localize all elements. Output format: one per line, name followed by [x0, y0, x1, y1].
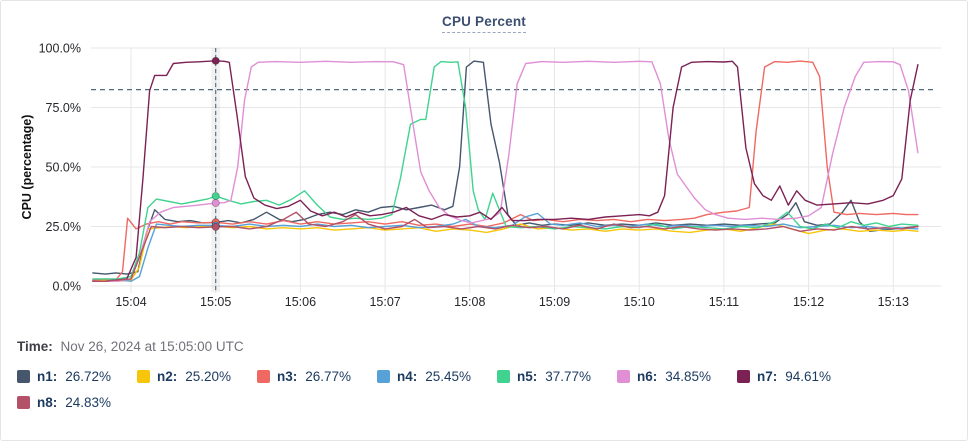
legend-item-n3[interactable]: n3: 26.77% — [257, 369, 377, 384]
legend-series-name: n5: — [517, 369, 538, 384]
y-tick-label: 25.0% — [46, 220, 81, 234]
legend-series-value: 25.20% — [185, 369, 232, 384]
series-line-n8 — [92, 211, 919, 282]
x-tick-label: 15:07 — [369, 295, 400, 309]
y-tick-label: 50.0% — [46, 161, 81, 175]
chart-footer: Time: Nov 26, 2024 at 15:05:00 UTC n1: 26… — [17, 339, 957, 410]
legend-color-swatch-n2 — [137, 370, 150, 383]
legend-series-value: 25.45% — [425, 369, 472, 384]
legend-series-name: n6: — [637, 369, 658, 384]
legend-color-swatch-n4 — [377, 370, 390, 383]
legend-series-value: 34.85% — [665, 369, 712, 384]
legend-color-swatch-n5 — [497, 370, 510, 383]
y-tick-label: 75.0% — [46, 101, 81, 115]
series-line-n6 — [92, 60, 919, 282]
legend: n1: 26.72% n2: 25.20% n3: 26.77% n4: 25.45% n5: 3… — [17, 369, 957, 410]
panel-title[interactable]: CPU Percent — [442, 14, 526, 33]
x-tick-label: 15:08 — [454, 295, 485, 309]
legend-series-value: 94.61% — [785, 369, 832, 384]
y-tick-label: 0.0% — [53, 280, 82, 294]
legend-series-name: n8: — [37, 395, 58, 410]
legend-series-value: 26.77% — [305, 369, 352, 384]
x-tick-label: 15:10 — [624, 295, 655, 309]
legend-series-value: 24.83% — [65, 395, 112, 410]
legend-item-n6[interactable]: n6: 34.85% — [617, 369, 737, 384]
legend-item-n4[interactable]: n4: 25.45% — [377, 369, 497, 384]
legend-series-value: 26.72% — [65, 369, 112, 384]
legend-series-name: n3: — [277, 369, 298, 384]
crosshair-dot-n8 — [211, 222, 220, 231]
legend-series-name: n7: — [757, 369, 778, 384]
panel-header: CPU Percent — [1, 13, 967, 33]
x-grid: 15:04 15:05 15:06 15:07 15:08 15:09 15:10 15:11… — [115, 48, 909, 309]
legend-color-swatch-n3 — [257, 370, 270, 383]
series-line-n3 — [92, 60, 919, 281]
y-axis-title: CPU (percentage) — [20, 115, 34, 220]
time-label: Time: — [17, 339, 53, 354]
legend-series-name: n2: — [157, 369, 178, 384]
legend-color-swatch-n8 — [17, 396, 30, 409]
time-value: Nov 26, 2024 at 15:05:00 UTC — [60, 339, 244, 354]
x-tick-label: 15:13 — [878, 295, 909, 309]
legend-color-swatch-n6 — [617, 370, 630, 383]
legend-series-value: 37.77% — [545, 369, 592, 384]
legend-item-n8[interactable]: n8: 24.83% — [17, 395, 137, 410]
x-tick-label: 15:04 — [115, 295, 146, 309]
legend-item-n5[interactable]: n5: 37.77% — [497, 369, 617, 384]
x-tick-label: 15:09 — [539, 295, 570, 309]
legend-item-n2[interactable]: n2: 25.20% — [137, 369, 257, 384]
x-tick-label: 15:05 — [200, 295, 231, 309]
chart-canvas[interactable]: 0.0% 25.0% 50.0% 75.0% 100.0% 15:04 15:05 15:06… — [1, 1, 968, 319]
time-row: Time: Nov 26, 2024 at 15:05:00 UTC — [17, 339, 957, 354]
y-tick-label: 100.0% — [39, 42, 81, 56]
y-grid: 0.0% 25.0% 50.0% 75.0% 100.0% — [39, 42, 941, 294]
legend-color-swatch-n1 — [17, 370, 30, 383]
x-tick-label: 15:11 — [709, 295, 739, 309]
legend-series-name: n4: — [397, 369, 418, 384]
crosshair-dot-n7 — [211, 56, 220, 65]
legend-color-swatch-n7 — [737, 370, 750, 383]
x-tick-label: 15:12 — [793, 295, 824, 309]
legend-series-name: n1: — [37, 369, 58, 384]
x-tick-label: 15:06 — [285, 295, 316, 309]
legend-item-n7[interactable]: n7: 94.61% — [737, 369, 857, 384]
legend-item-n1[interactable]: n1: 26.72% — [17, 369, 137, 384]
crosshair-dot-n5 — [211, 192, 220, 201]
crosshair-dot-n6 — [211, 199, 220, 208]
